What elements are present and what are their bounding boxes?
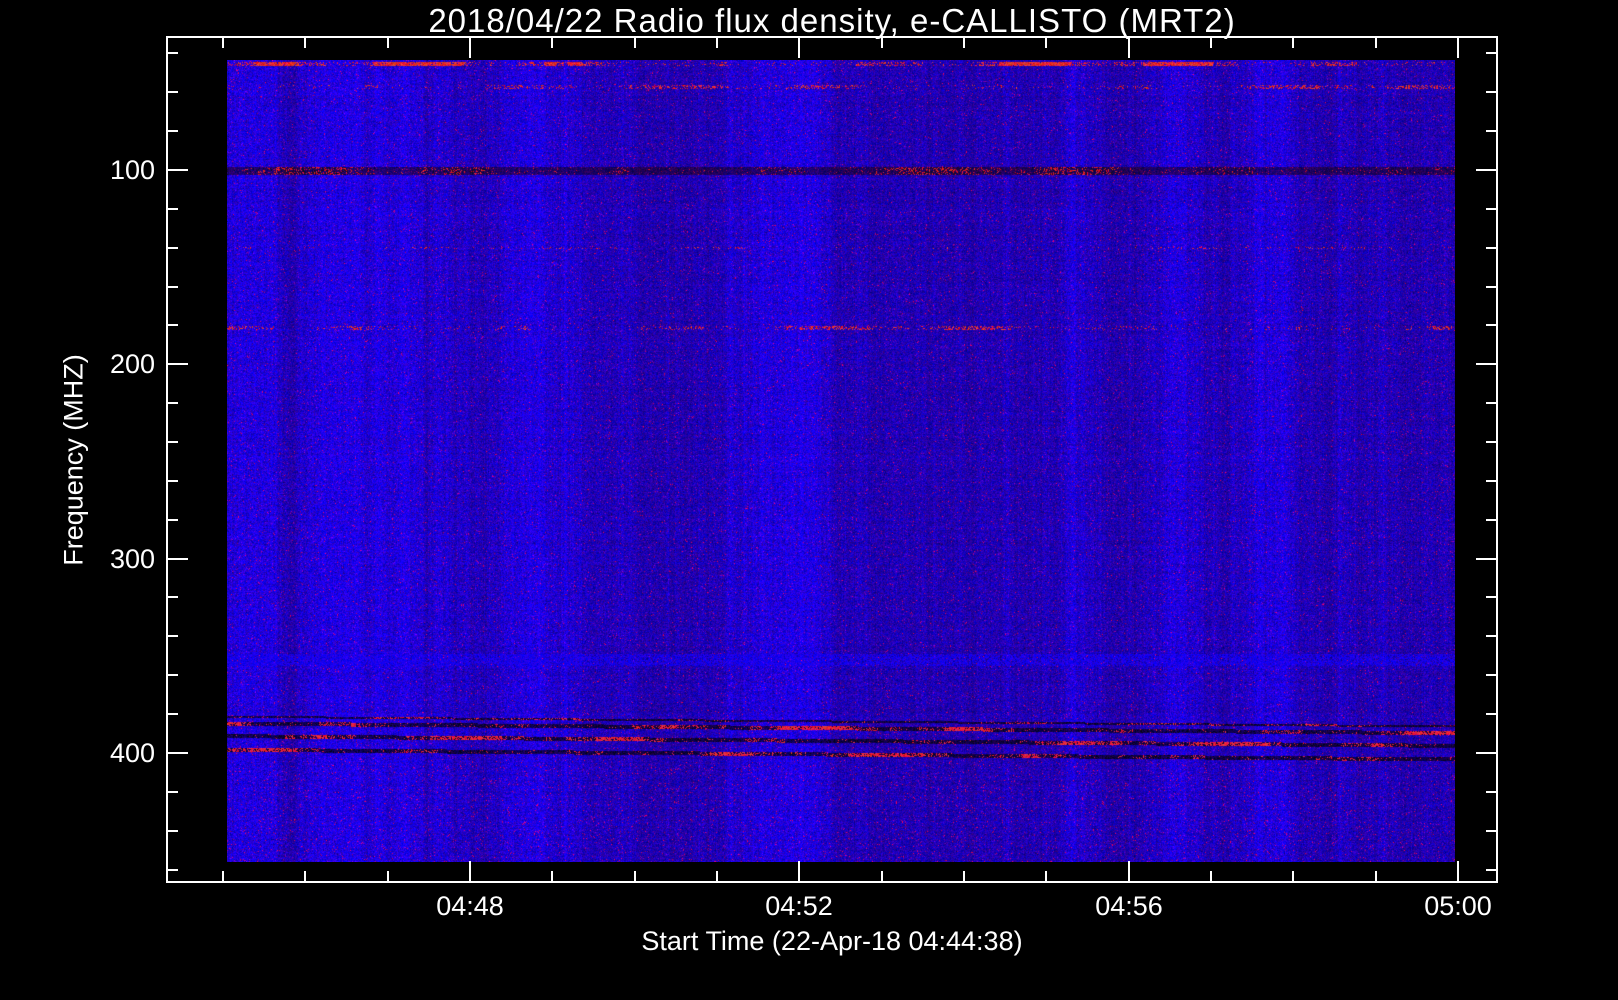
y-minor-tick (168, 869, 178, 871)
y-minor-tick (168, 519, 178, 521)
y-minor-tick-right (1486, 830, 1496, 832)
y-minor-tick-right (1486, 674, 1496, 676)
y-major-tick-right (1476, 558, 1496, 560)
y-minor-tick-right (1486, 596, 1496, 598)
y-minor-tick-right (1486, 869, 1496, 871)
y-minor-tick-right (1486, 52, 1496, 54)
x-minor-tick-top (551, 38, 553, 48)
x-major-tick (1128, 861, 1130, 881)
x-minor-tick-top (634, 38, 636, 48)
y-minor-tick (168, 52, 178, 54)
y-tick-label: 400 (109, 738, 155, 768)
x-minor-tick-top (1375, 38, 1377, 48)
y-minor-tick (168, 402, 178, 404)
x-major-tick-top (1457, 38, 1459, 58)
x-major-tick (798, 861, 800, 881)
y-minor-tick (168, 91, 178, 93)
y-minor-tick-right (1486, 91, 1496, 93)
y-minor-tick-right (1486, 635, 1496, 637)
y-minor-tick-right (1486, 208, 1496, 210)
y-minor-tick-right (1486, 713, 1496, 715)
y-major-tick-right (1476, 363, 1496, 365)
x-minor-tick-top (881, 38, 883, 48)
y-minor-tick-right (1486, 286, 1496, 288)
x-tick-label: 04:48 (436, 891, 504, 921)
y-minor-tick-right (1486, 402, 1496, 404)
spectrogram-image (227, 60, 1455, 862)
y-major-tick (168, 363, 188, 365)
x-major-tick (1457, 861, 1459, 881)
y-major-tick (168, 752, 188, 754)
x-tick-label: 04:56 (1095, 891, 1163, 921)
x-minor-tick (634, 871, 636, 881)
chart-title: 2018/04/22 Radio flux density, e-CALLIST… (428, 2, 1236, 39)
y-major-tick-right (1476, 752, 1496, 754)
y-minor-tick (168, 286, 178, 288)
x-minor-tick-top (716, 38, 718, 48)
y-minor-tick (168, 441, 178, 443)
y-minor-tick (168, 830, 178, 832)
y-minor-tick (168, 247, 178, 249)
y-minor-tick-right (1486, 324, 1496, 326)
x-minor-tick (1292, 871, 1294, 881)
x-minor-tick (304, 871, 306, 881)
y-minor-tick (168, 635, 178, 637)
x-minor-tick (1210, 871, 1212, 881)
y-minor-tick (168, 674, 178, 676)
x-major-tick (469, 861, 471, 881)
x-minor-tick-top (1292, 38, 1294, 48)
x-minor-tick-top (387, 38, 389, 48)
y-minor-tick-right (1486, 480, 1496, 482)
y-minor-tick (168, 596, 178, 598)
x-axis-label: Start Time (22-Apr-18 04:44:38) (641, 926, 1023, 956)
x-minor-tick (1375, 871, 1377, 881)
x-minor-tick-top (963, 38, 965, 48)
y-minor-tick (168, 713, 178, 715)
y-axis-label: Frequency (MHZ) (58, 354, 89, 566)
x-major-tick-top (1128, 38, 1130, 58)
y-minor-tick (168, 791, 178, 793)
y-minor-tick (168, 130, 178, 132)
x-major-tick-top (798, 38, 800, 58)
x-minor-tick-top (304, 38, 306, 48)
x-tick-label: 04:52 (765, 891, 833, 921)
y-minor-tick-right (1486, 791, 1496, 793)
x-minor-tick (963, 871, 965, 881)
y-minor-tick-right (1486, 247, 1496, 249)
x-minor-tick (222, 871, 224, 881)
x-minor-tick-top (1210, 38, 1212, 48)
x-minor-tick-top (222, 38, 224, 48)
y-minor-tick (168, 324, 178, 326)
x-minor-tick (551, 871, 553, 881)
y-major-tick (168, 558, 188, 560)
x-minor-tick (1045, 871, 1047, 881)
x-tick-label: 05:00 (1424, 891, 1492, 921)
y-minor-tick-right (1486, 519, 1496, 521)
y-major-tick-right (1476, 169, 1496, 171)
y-minor-tick (168, 480, 178, 482)
x-minor-tick-top (1045, 38, 1047, 48)
x-major-tick-top (469, 38, 471, 58)
y-minor-tick-right (1486, 130, 1496, 132)
y-tick-label: 300 (109, 544, 155, 574)
x-minor-tick (881, 871, 883, 881)
y-tick-label: 100 (109, 155, 155, 185)
x-minor-tick (716, 871, 718, 881)
y-major-tick (168, 169, 188, 171)
plot-frame (166, 36, 1498, 883)
x-minor-tick (387, 871, 389, 881)
y-minor-tick-right (1486, 441, 1496, 443)
y-tick-label: 200 (109, 349, 155, 379)
y-minor-tick (168, 208, 178, 210)
